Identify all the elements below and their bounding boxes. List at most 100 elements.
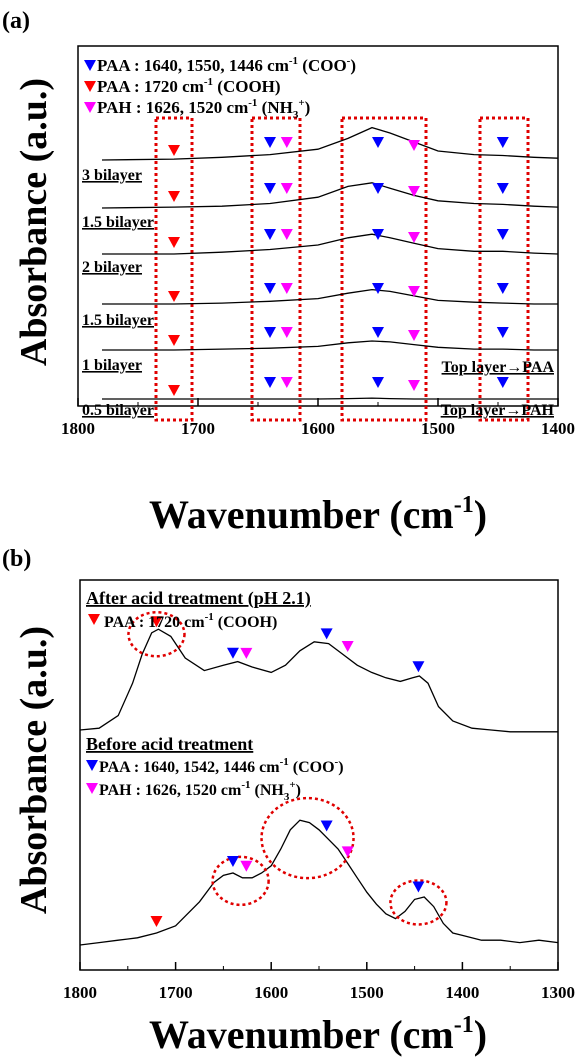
before-acid-title: Before acid treatment (86, 734, 253, 754)
panel-b-markers (150, 616, 425, 927)
panel-b-highlight-circles (127, 610, 448, 926)
magenta-triangle-marker (408, 186, 420, 197)
blue-triangle-marker (496, 327, 509, 338)
blue-triangle-marker (264, 183, 276, 194)
legend-row-paa-coo: PAA : 1640, 1550, 1446 cm-1 (COO-) (84, 55, 356, 75)
blue-triangle-marker (372, 137, 384, 148)
highlight-box (340, 116, 428, 422)
x-tick-label: 1800 (61, 419, 95, 438)
trace-label-1-5-bilayer-a: 1.5 bilayer (82, 214, 154, 231)
panel-a-ylabel: Absorbance (a.u.) (13, 78, 55, 366)
red-triangle-marker (168, 335, 180, 346)
red-triangle-marker (168, 145, 180, 156)
before-acid-legend-row1: PAA : 1640, 1542, 1446 cm-1 (COO-) (99, 756, 344, 776)
panel-a-trace-labels: 3 bilayer 1.5 bilayer 2 bilayer 1.5 bila… (82, 167, 555, 419)
annotation-top-layer-paa: Top layer→PAA (442, 359, 555, 376)
blue-triangle-marker (412, 881, 425, 893)
red-triangle-marker (168, 385, 180, 396)
blue-triangle-marker (412, 661, 425, 673)
panel-a-legend: PAA : 1640, 1550, 1446 cm-1 (COO-) PAA :… (84, 55, 356, 121)
magenta-triangle-icon (84, 102, 96, 113)
highlight-circle (260, 796, 355, 880)
legend-row-paa-cooh: PAA : 1720 cm-1 (COOH) (84, 76, 281, 96)
magenta-triangle-marker (280, 229, 293, 240)
spectrum-line (102, 340, 558, 351)
panel-a-highlight-boxes (154, 116, 530, 422)
blue-triangle-icon (84, 60, 96, 71)
after-acid-legend: PAA : 1720 cm-1 (COOH) (104, 611, 277, 631)
magenta-triangle-marker (280, 327, 293, 338)
red-triangle-marker (168, 237, 180, 248)
highlight-box (154, 116, 194, 422)
panel-a-x-ticklabels: 1800 1700 1600 1500 1400 (61, 419, 575, 438)
before-acid-legend-row2: PAH : 1626, 1520 cm-1 (NH3+) (99, 779, 301, 803)
panel-a-ylabel-text: Absorbance (a.u.) (13, 78, 55, 366)
magenta-triangle-marker (408, 140, 420, 151)
panel-b-ylabel-text: Absorbance (a.u.) (13, 626, 55, 914)
trace-label-1-5-bilayer-b: 1.5 bilayer (82, 312, 154, 329)
highlight-circle (211, 855, 270, 907)
blue-triangle-marker (264, 377, 276, 388)
x-tick-label: 1600 (254, 983, 288, 1002)
magenta-triangle-marker (408, 286, 420, 297)
panel-b-xlabel: Wavenumber (cm-1) (149, 1012, 487, 1057)
magenta-triangle-marker (240, 647, 253, 659)
blue-triangle-marker (226, 856, 239, 867)
blue-triangle-marker (372, 327, 384, 338)
red-triangle-marker (150, 616, 163, 628)
spectrum-line (102, 397, 558, 400)
panel-b-after-legend: After acid treatment (pH 2.1) PAA : 1720… (86, 588, 311, 631)
red-triangle-marker (168, 291, 180, 302)
blue-triangle-marker (496, 377, 509, 388)
red-triangle-icon (88, 614, 100, 625)
x-tick-label: 1300 (541, 983, 575, 1002)
x-tick-label: 1500 (350, 983, 384, 1002)
spectrum-line (101, 182, 559, 209)
magenta-triangle-marker (408, 330, 420, 341)
blue-triangle-marker (496, 137, 509, 148)
blue-triangle-marker (372, 377, 384, 388)
trace-label-0-5-bilayer: 0.5 bilayer (82, 402, 154, 419)
legend-a-row3: PAH : 1626, 1520 cm-1 (NH3+) (97, 97, 310, 121)
blue-triangle-marker (264, 137, 276, 148)
blue-triangle-icon (86, 760, 98, 771)
panel-b-x-ticks (79, 962, 559, 970)
x-tick-label: 1700 (159, 983, 193, 1002)
blue-triangle-marker (264, 283, 276, 294)
panel-b-ylabel: Absorbance (a.u.) (13, 626, 55, 914)
spectrum-line (79, 628, 558, 733)
blue-triangle-marker (226, 647, 239, 659)
magenta-triangle-marker (408, 232, 420, 243)
red-triangle-icon (84, 81, 96, 92)
legend-a-row2: PAA : 1720 cm-1 (COOH) (97, 76, 281, 96)
panel-b-label: (b) (2, 546, 31, 572)
spectrum-line (101, 126, 559, 161)
trace-label-3-bilayer: 3 bilayer (82, 167, 142, 184)
magenta-triangle-icon (86, 783, 98, 794)
magenta-triangle-marker (341, 846, 354, 858)
panel-a-xlabel: Wavenumber (cm-1) (149, 492, 487, 537)
blue-triangle-marker (320, 820, 333, 832)
blue-triangle-marker (264, 229, 276, 240)
magenta-triangle-marker (240, 860, 253, 872)
magenta-triangle-marker (280, 283, 293, 294)
x-tick-label: 1400 (541, 419, 575, 438)
highlight-box (478, 116, 530, 422)
panel-a-markers (168, 137, 509, 396)
highlight-box (250, 116, 302, 422)
panel-a-traces (101, 126, 559, 400)
magenta-triangle-marker (408, 380, 420, 391)
annotation-top-layer-pah: Top layer→PAH (441, 402, 555, 419)
blue-triangle-marker (496, 283, 509, 294)
panel-b-before-legend: Before acid treatment PAA : 1640, 1542, … (86, 734, 344, 803)
spectrum-line (102, 288, 558, 305)
trace-label-1-bilayer: 1 bilayer (82, 357, 142, 374)
blue-triangle-marker (372, 229, 384, 240)
red-triangle-marker (150, 916, 163, 927)
x-tick-label: 1800 (63, 983, 97, 1002)
panel-b-traces (79, 628, 559, 946)
blue-triangle-marker (496, 229, 509, 240)
blue-triangle-marker (320, 628, 333, 640)
blue-triangle-marker (264, 327, 276, 338)
